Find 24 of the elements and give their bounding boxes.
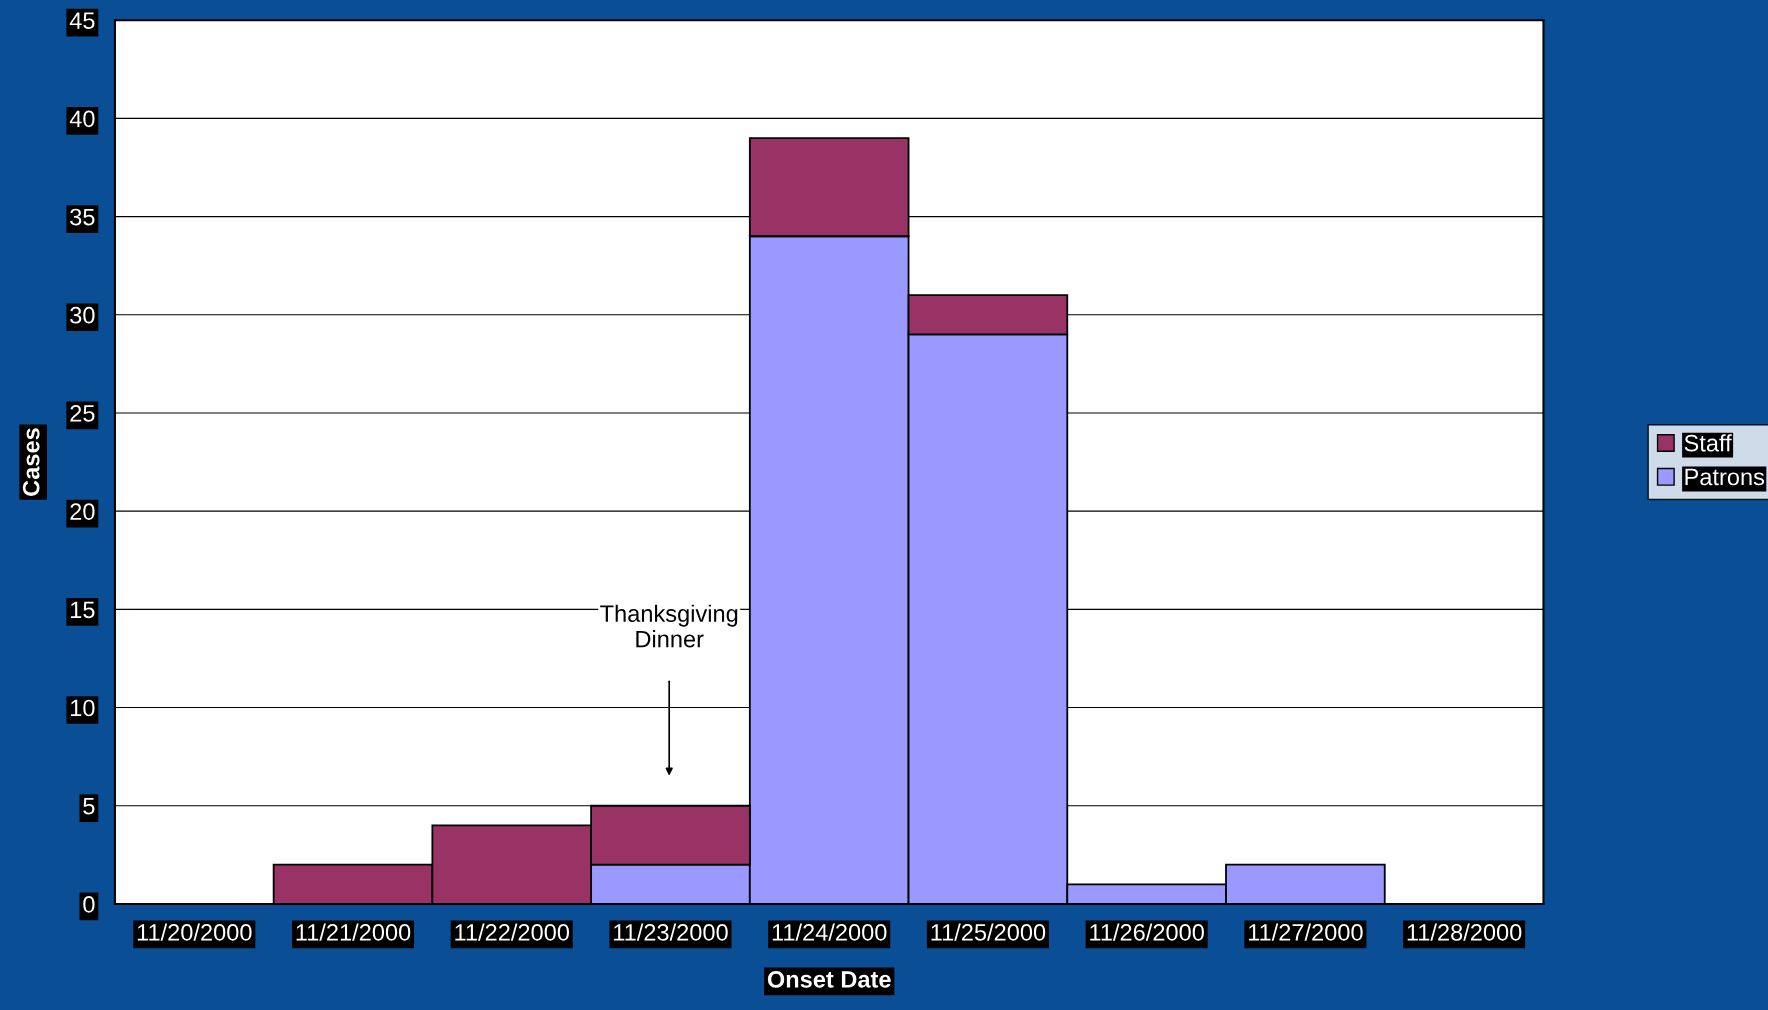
x-axis-title: Onset Date [767, 971, 891, 988]
y-tick-label: 10 [71, 699, 95, 717]
x-tick-label: 11/20/2000 [137, 923, 252, 941]
x-tick-label: 11/24/2000 [772, 923, 887, 941]
y-tick-label: 15 [71, 601, 95, 619]
y-tick-label: 20 [70, 503, 95, 520]
x-tick-label: 11/21/2000 [296, 923, 411, 941]
x-tick-label: 11/23/2000 [614, 923, 728, 941]
legend-label: Patrons [1685, 468, 1765, 486]
y-tick-label: 40 [69, 110, 95, 128]
x-tick-label: 11/25/2000 [931, 923, 1046, 941]
x-tick-label: 11/27/2000 [1248, 923, 1363, 941]
y-axis-title: Cases [22, 428, 40, 496]
y-tick-label: 35 [70, 208, 95, 226]
y-tick-label: 45 [69, 12, 95, 29]
legend-label: Staff [1684, 434, 1732, 452]
x-tick-label: 11/26/2000 [1090, 923, 1204, 941]
y-tick-label: 0 [83, 896, 95, 913]
y-tick-label: 25 [70, 405, 95, 422]
y-tick-label: 30 [70, 306, 95, 324]
y-tick-label: 5 [83, 798, 95, 815]
annotation: Thanksgiving Dinner [600, 604, 738, 648]
x-tick-label: 11/22/2000 [455, 923, 570, 941]
x-tick-label: 11/28/2000 [1407, 923, 1522, 941]
